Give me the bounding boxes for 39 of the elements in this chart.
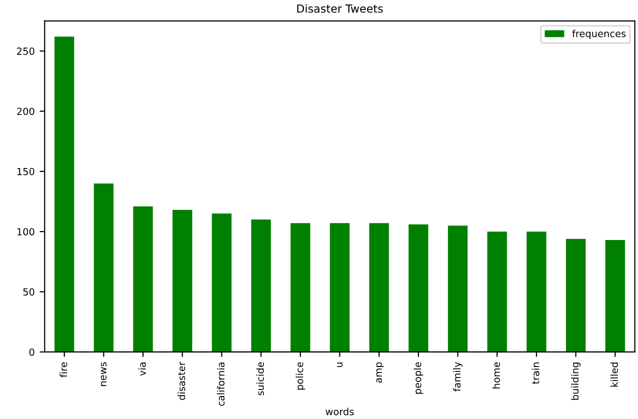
x-tick-label: family bbox=[453, 362, 462, 392]
bar bbox=[251, 220, 271, 352]
x-tick-label: u bbox=[336, 362, 343, 368]
bar bbox=[526, 232, 546, 352]
y-tick-label: 250 bbox=[17, 48, 34, 55]
y-tick-label: 0 bbox=[29, 348, 34, 356]
bar bbox=[290, 223, 310, 352]
x-tick-label: police bbox=[296, 362, 306, 390]
x-tick-label: suicide bbox=[256, 362, 264, 396]
bar bbox=[330, 223, 350, 352]
bar bbox=[212, 214, 232, 352]
x-tick-label: home bbox=[492, 362, 500, 388]
y-tick-label: 150 bbox=[17, 168, 34, 176]
x-tick-label: via bbox=[138, 362, 146, 376]
y-tick-label: 200 bbox=[17, 108, 34, 116]
x-tick-label: amp bbox=[376, 362, 384, 383]
chart-title: Disaster Tweets bbox=[297, 4, 383, 13]
x-tick-label: california bbox=[217, 362, 225, 406]
x-tick-label: news bbox=[100, 362, 106, 386]
x-tick-label: people bbox=[414, 362, 424, 394]
x-tick-label: building bbox=[571, 362, 580, 400]
x-axis-title: words bbox=[326, 408, 354, 416]
bar bbox=[133, 206, 153, 352]
bar bbox=[487, 232, 507, 352]
x-tick-label: fire bbox=[60, 362, 68, 378]
bar bbox=[172, 210, 192, 352]
legend-label: frequences bbox=[572, 30, 626, 40]
x-tick-label: disaster bbox=[178, 362, 186, 400]
y-tick-label: 50 bbox=[23, 288, 34, 296]
x-tick-label: killed bbox=[610, 362, 618, 387]
bar bbox=[369, 223, 389, 352]
bar bbox=[605, 240, 625, 352]
bar bbox=[566, 238, 586, 352]
x-tick-label: train bbox=[532, 362, 540, 384]
bar bbox=[408, 224, 428, 352]
y-tick-label: 100 bbox=[17, 228, 34, 236]
bar bbox=[448, 226, 468, 352]
bar bbox=[94, 183, 114, 352]
bar bbox=[54, 36, 74, 352]
